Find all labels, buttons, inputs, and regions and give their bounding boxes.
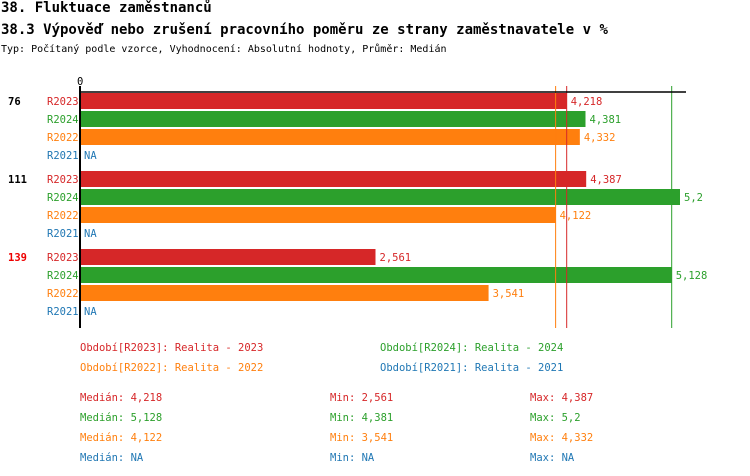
stat-min: Min: 3,541 [330,432,394,444]
legend-item: Období[R2022]: Realita - 2022 [80,362,264,374]
x-tick-label: 0 [77,76,83,88]
series-row-label: R2022 [47,210,79,222]
legend-item: Období[R2024]: Realita - 2024 [380,342,564,354]
bar [80,189,680,205]
series-row-label: R2021 [47,228,79,240]
series-row-label: R2024 [47,114,79,126]
series-row-label: R2021 [47,150,79,162]
data-label: 4,122 [560,210,592,222]
stat-max: Max: 4,332 [530,432,594,444]
bar [80,171,587,187]
bar [80,93,567,109]
series-row-label: R2021 [47,306,79,318]
stat-max: Max: NA [530,452,575,464]
data-label: 4,381 [590,114,622,126]
bar [80,267,672,283]
data-label: 4,387 [590,174,622,186]
legend-item: Období[R2023]: Realita - 2023 [80,342,264,354]
series-row-label: R2024 [47,270,79,282]
series-row-label: R2024 [47,192,79,204]
stat-max: Max: 5,2 [530,412,581,424]
data-label: 5,2 [684,192,703,204]
stat-min: Min: NA [330,452,375,464]
data-label: 2,561 [380,252,412,264]
stat-median: Medián: 5,128 [80,412,163,424]
data-label: 4,218 [571,96,603,108]
legend-item: Období[R2021]: Realita - 2021 [380,362,564,374]
data-label: NA [84,228,97,240]
data-label: 3,541 [493,288,525,300]
data-label: 4,332 [584,132,616,144]
bar [80,111,586,127]
stat-median: Medián: NA [80,452,144,464]
bar [80,249,376,265]
bar [80,285,489,301]
category-label: 111 [8,174,27,186]
stat-median: Medián: 4,122 [80,432,163,444]
series-row-label: R2023 [47,96,79,108]
series-row-label: R2023 [47,174,79,186]
series-row-label: R2022 [47,132,79,144]
bar [80,207,556,223]
stat-min: Min: 2,561 [330,392,394,404]
data-label: NA [84,306,97,318]
category-label: 139 [8,252,27,264]
stat-max: Max: 4,387 [530,392,594,404]
category-label: 76 [8,96,21,108]
series-row-label: R2022 [47,288,79,300]
data-label: NA [84,150,97,162]
bar [80,129,580,145]
series-row-label: R2023 [47,252,79,264]
stat-min: Min: 4,381 [330,412,394,424]
stat-median: Medián: 4,218 [80,392,163,404]
chart-subtitle: 38.3 Výpověď nebo zrušení pracovního pom… [1,22,608,38]
page-title: 38. Fluktuace zaměstnanců [1,0,212,16]
chart-info: Typ: Počítaný podle vzorce, Vyhodnocení:… [1,44,447,55]
data-label: 5,128 [676,270,708,282]
